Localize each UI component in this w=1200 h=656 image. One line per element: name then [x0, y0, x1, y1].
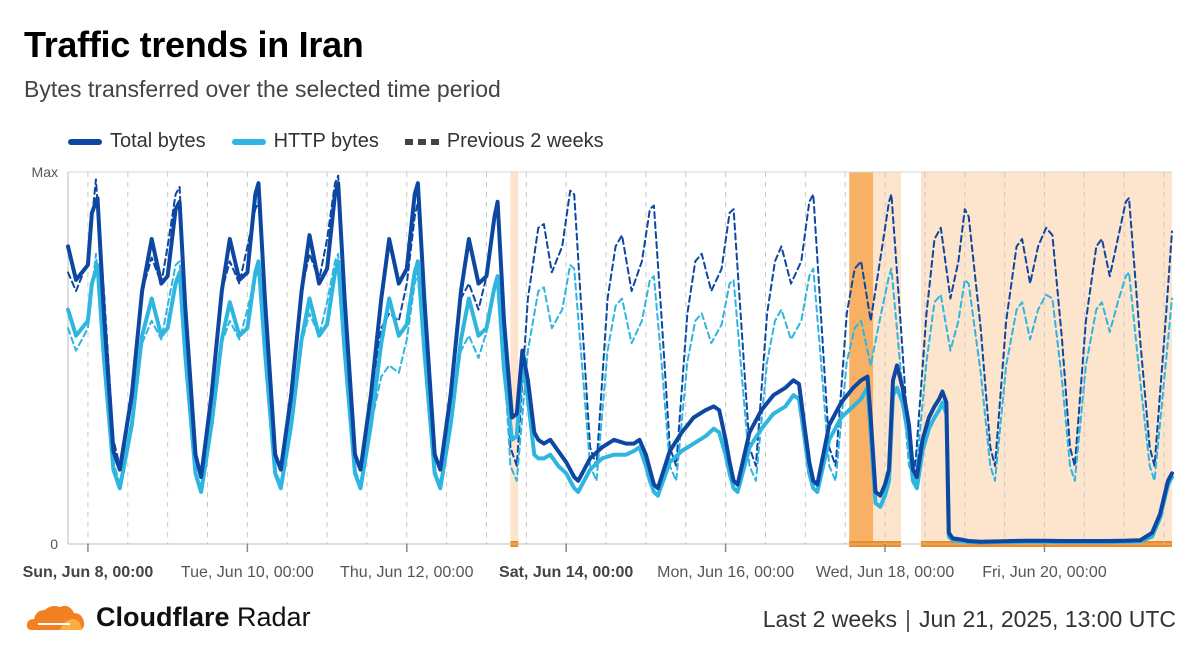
legend-swatch-total-bytes	[68, 138, 102, 145]
y-tick-label-min: 0	[50, 536, 58, 552]
x-tick-label: Sat, Jun 14, 00:00	[499, 564, 633, 581]
series-layer	[66, 174, 1174, 545]
time-range-info: Last 2 weeks | Jun 21, 2025, 13:00 UTC	[763, 606, 1176, 633]
legend-swatch-previous-2-weeks	[404, 138, 439, 145]
legend-swatch-http-bytes	[231, 138, 266, 145]
brand-name: Cloudflare Radar	[96, 602, 311, 633]
chart-legend: Total bytes HTTP bytes Previous 2 weeks	[68, 130, 604, 153]
axes-layer: 0 Max Sun, Jun 8, 00:00 Tue, Jun 10, 00:00 T…	[23, 164, 1107, 581]
x-tick-label: Wed, Jun 18, 00:00	[816, 564, 955, 581]
y-tick-label-max: Max	[32, 164, 58, 180]
legend-label-previous-2-weeks: Previous 2 weeks	[446, 130, 604, 152]
grid-layer	[67, 171, 1172, 545]
x-tick-label: Thu, Jun 12, 00:00	[340, 564, 474, 581]
traffic-line-chart: 0 Max Sun, Jun 8, 00:00 Tue, Jun 10, 00:00 T…	[23, 164, 1174, 581]
cloudflare-cloud-icon	[26, 605, 85, 630]
legend-label-total-bytes: Total bytes	[110, 130, 206, 152]
legend-item-previous-2-weeks[interactable]: Previous 2 weeks	[404, 130, 604, 153]
series-line-http-bytes	[66, 259, 1174, 545]
legend-item-total-bytes[interactable]: Total bytes	[68, 130, 206, 153]
x-tick-label: Fri, Jun 20, 00:00	[982, 564, 1107, 581]
time-range-separator: |	[905, 606, 911, 632]
brand-name-bold: Cloudflare	[96, 601, 230, 632]
x-tick-label: Sun, Jun 8, 00:00	[23, 564, 154, 581]
series-line-total-bytes	[66, 181, 1174, 544]
chart-title: Traffic trends in Iran	[24, 24, 364, 65]
chart-subtitle: Bytes transferred over the selected time…	[24, 76, 501, 102]
time-range-label: Last 2 weeks	[762, 606, 898, 632]
annotation-band	[920, 172, 1172, 544]
brand-name-light: Radar	[237, 601, 311, 632]
x-tick-label: Mon, Jun 16, 00:00	[657, 564, 794, 581]
cloudflare-radar-logo[interactable]: Cloudflare Radar	[24, 600, 311, 634]
x-tick-label: Tue, Jun 10, 00:00	[181, 564, 314, 581]
annotation-layer	[510, 172, 1172, 547]
annotation-band	[510, 172, 519, 544]
annotation-band	[849, 172, 874, 544]
last-updated-timestamp: Jun 21, 2025, 13:00 UTC	[919, 606, 1176, 632]
legend-label-http-bytes: HTTP bytes	[273, 130, 379, 152]
legend-item-http-bytes[interactable]: HTTP bytes	[231, 130, 379, 153]
